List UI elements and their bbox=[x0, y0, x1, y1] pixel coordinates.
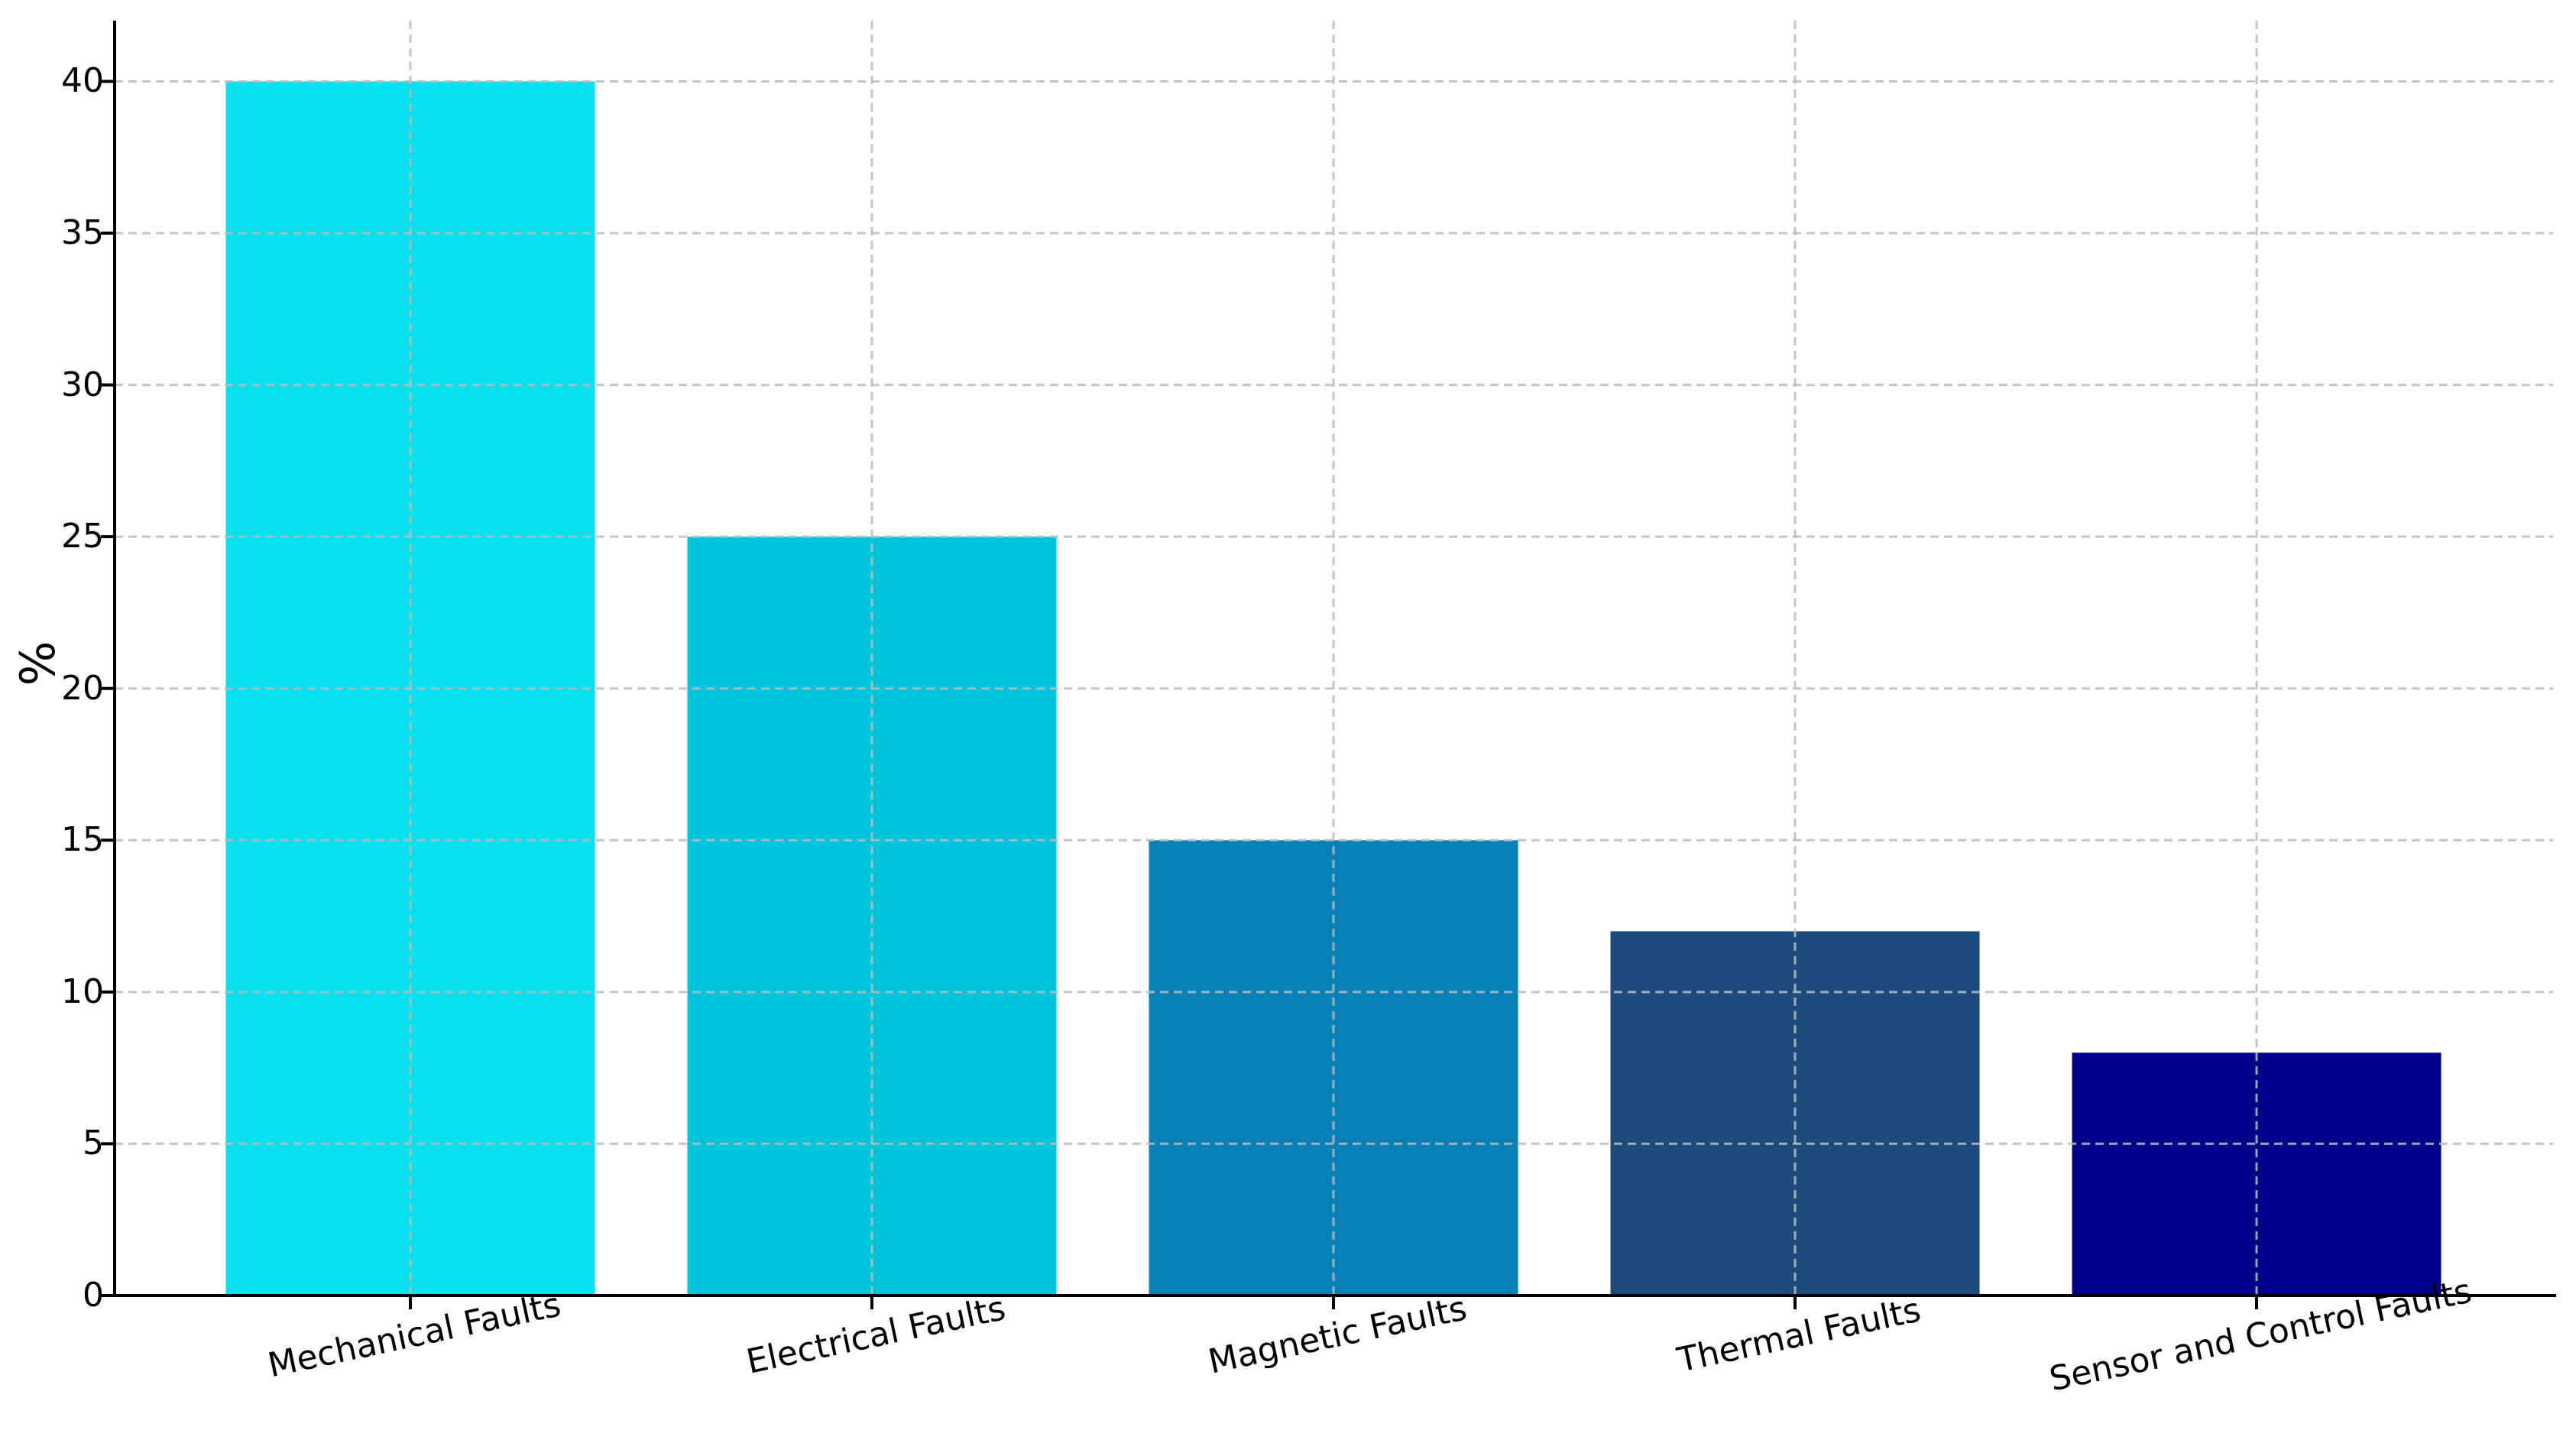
y-tick-label-10: 10 bbox=[61, 971, 104, 1011]
y-axis-title: % bbox=[10, 641, 66, 686]
y-tick-label-5: 5 bbox=[83, 1124, 104, 1163]
y-tick-label-0: 0 bbox=[83, 1276, 104, 1315]
y-tick-label-25: 25 bbox=[61, 517, 104, 556]
y-tick-label-20: 20 bbox=[61, 668, 104, 708]
y-tick-label-40: 40 bbox=[61, 61, 104, 101]
y-tick-label-15: 15 bbox=[61, 820, 104, 860]
y-tick-label-35: 35 bbox=[61, 213, 104, 252]
bar-sensor-and-control-faults bbox=[2072, 1052, 2442, 1296]
y-tick-label-30: 30 bbox=[61, 365, 104, 404]
